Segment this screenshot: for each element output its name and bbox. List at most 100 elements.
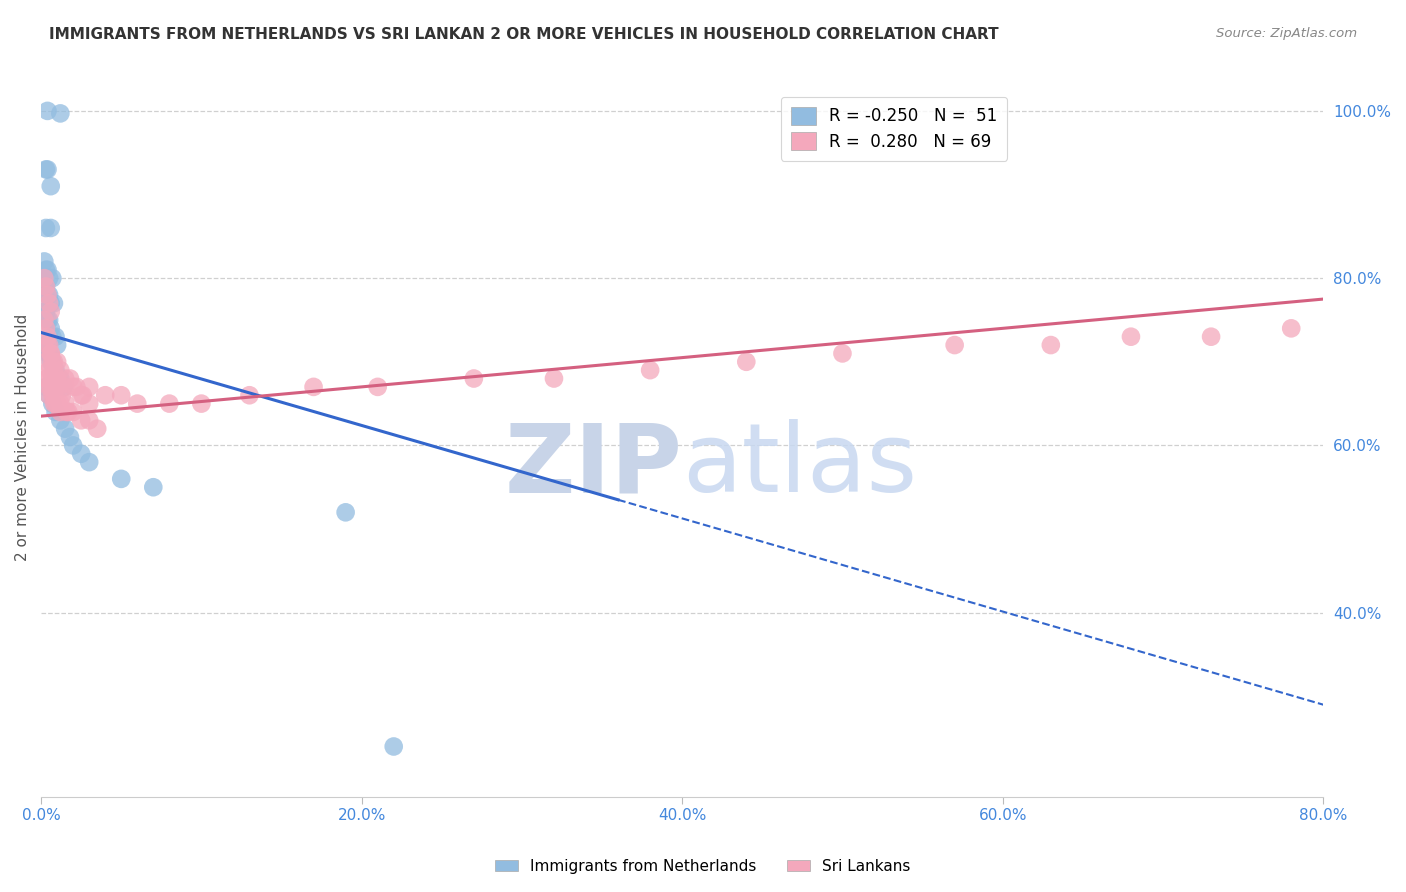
Point [62, 405, 84, 419]
Point [46, 396, 69, 410]
Point [38, 338, 60, 352]
Point [41, 355, 63, 369]
Point [44, 396, 66, 410]
Point [543, 371, 565, 385]
Point [38, 346, 60, 360]
Point [335, 505, 357, 519]
Point [37, 346, 59, 360]
Point [110, 472, 132, 486]
Point [34, 254, 56, 268]
Point [37, 262, 59, 277]
Point [41, 271, 63, 285]
Text: atlas: atlas [682, 419, 917, 512]
Point [42, 355, 65, 369]
Legend: R = -0.250   N =  51, R =  0.280   N = 69: R = -0.250 N = 51, R = 0.280 N = 69 [780, 96, 1007, 161]
Point [38, 313, 60, 327]
Point [42, 296, 65, 310]
Point [70, 413, 93, 427]
Point [39, 380, 62, 394]
Point [46, 355, 69, 369]
Point [127, 396, 149, 410]
Point [59, 430, 82, 444]
Point [37, 103, 59, 118]
Point [58, 405, 80, 419]
Point [1279, 321, 1302, 335]
Point [37, 371, 59, 385]
Text: Source: ZipAtlas.com: Source: ZipAtlas.com [1216, 27, 1357, 40]
Point [38, 363, 60, 377]
Point [382, 739, 405, 754]
Point [38, 380, 60, 394]
Point [38, 271, 60, 285]
Point [55, 405, 77, 419]
Point [39, 296, 62, 310]
Point [38, 388, 60, 402]
Point [35, 304, 58, 318]
Point [53, 380, 76, 394]
Point [39, 346, 62, 360]
Point [157, 396, 180, 410]
Point [39, 221, 62, 235]
Point [77, 413, 100, 427]
Point [42, 363, 65, 377]
Point [41, 371, 63, 385]
Point [62, 380, 84, 394]
Point [62, 438, 84, 452]
Point [142, 480, 165, 494]
Point [35, 221, 58, 235]
Point [70, 447, 93, 461]
Point [41, 396, 63, 410]
Point [41, 388, 63, 402]
Point [1199, 329, 1222, 343]
Point [238, 388, 260, 402]
Point [34, 338, 56, 352]
Point [1039, 338, 1062, 352]
Point [41, 355, 63, 369]
Point [65, 380, 87, 394]
Point [943, 338, 966, 352]
Point [44, 329, 66, 343]
Point [53, 371, 76, 385]
Point [51, 388, 73, 402]
Point [37, 329, 59, 343]
Point [41, 329, 63, 343]
Point [44, 363, 66, 377]
Point [72, 388, 94, 402]
Point [37, 288, 59, 302]
Point [35, 321, 58, 335]
Point [42, 363, 65, 377]
Point [39, 346, 62, 360]
Point [463, 371, 485, 385]
Point [77, 455, 100, 469]
Point [638, 363, 661, 377]
Point [39, 321, 62, 335]
Point [35, 371, 58, 385]
Point [44, 380, 66, 394]
Point [46, 338, 69, 352]
Point [53, 396, 76, 410]
Point [53, 422, 76, 436]
Point [49, 405, 72, 419]
Point [38, 296, 60, 310]
Point [77, 380, 100, 394]
Point [39, 304, 62, 318]
Point [37, 162, 59, 177]
Point [37, 288, 59, 302]
Point [48, 380, 70, 394]
Point [52, 380, 75, 394]
Point [59, 371, 82, 385]
Point [46, 371, 69, 385]
Point [1119, 329, 1142, 343]
Point [77, 396, 100, 410]
Point [831, 346, 853, 360]
Point [35, 279, 58, 293]
Point [34, 313, 56, 327]
Text: IMMIGRANTS FROM NETHERLANDS VS SRI LANKAN 2 OR MORE VEHICLES IN HOUSEHOLD CORREL: IMMIGRANTS FROM NETHERLANDS VS SRI LANKA… [49, 27, 998, 42]
Point [46, 371, 69, 385]
Point [37, 338, 59, 352]
Point [86, 422, 108, 436]
Point [42, 396, 65, 410]
Point [35, 262, 58, 277]
Point [367, 380, 389, 394]
Legend: Immigrants from Netherlands, Sri Lankans: Immigrants from Netherlands, Sri Lankans [489, 853, 917, 880]
